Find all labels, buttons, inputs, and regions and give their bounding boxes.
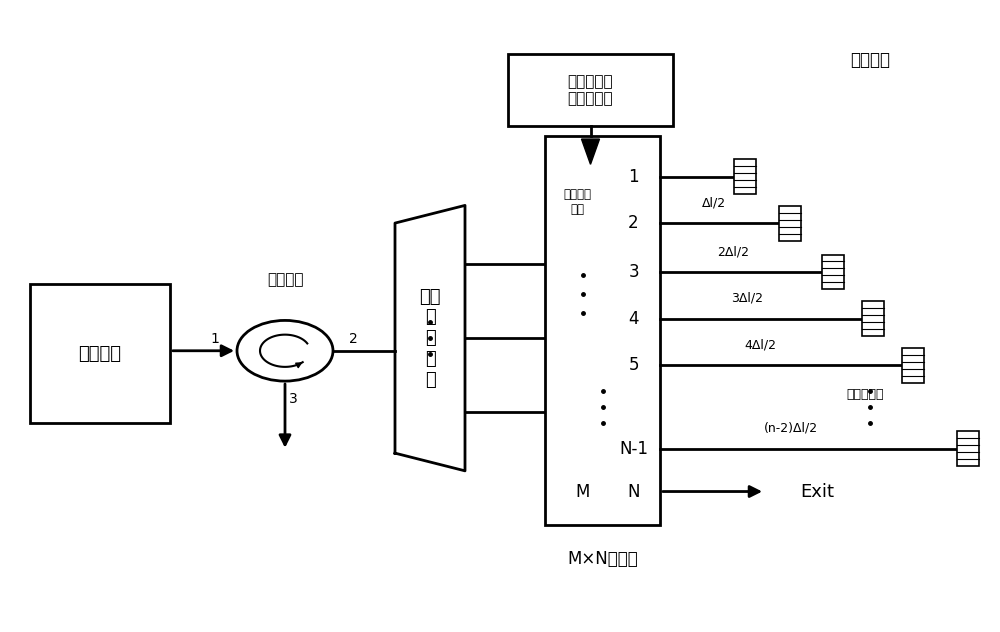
Text: 4Δl/2: 4Δl/2 bbox=[745, 338, 777, 351]
Text: 4: 4 bbox=[628, 310, 639, 327]
Text: 2: 2 bbox=[349, 332, 357, 346]
Text: 波长选择与
路由控制器: 波长选择与 路由控制器 bbox=[568, 74, 613, 106]
Text: M×N光开光: M×N光开光 bbox=[567, 550, 638, 568]
Bar bbox=[779, 206, 801, 241]
Bar bbox=[862, 301, 884, 336]
Bar bbox=[30, 284, 170, 423]
Text: N: N bbox=[627, 482, 640, 501]
Text: 2Δl/2: 2Δl/2 bbox=[717, 245, 749, 258]
Text: Exit: Exit bbox=[800, 482, 834, 501]
Bar bbox=[508, 54, 673, 126]
Text: 电路控制
端口: 电路控制 端口 bbox=[563, 188, 591, 216]
Text: 3: 3 bbox=[289, 392, 297, 406]
Text: 2: 2 bbox=[628, 214, 639, 233]
Text: 3: 3 bbox=[628, 263, 639, 281]
Text: N-1: N-1 bbox=[619, 440, 648, 458]
Text: 光纤延迟线: 光纤延迟线 bbox=[846, 389, 884, 401]
Text: 3Δl/2: 3Δl/2 bbox=[731, 291, 763, 305]
Bar bbox=[734, 159, 756, 194]
Text: 5: 5 bbox=[628, 356, 639, 374]
Bar bbox=[545, 136, 660, 525]
Text: 光环形器: 光环形器 bbox=[267, 272, 303, 287]
Bar bbox=[822, 255, 844, 289]
Polygon shape bbox=[395, 205, 465, 471]
Text: Δl/2: Δl/2 bbox=[702, 197, 726, 209]
Text: 宽带光源: 宽带光源 bbox=[78, 345, 122, 363]
Bar bbox=[957, 432, 979, 466]
Text: 1: 1 bbox=[211, 332, 219, 346]
Text: 光反射镜: 光反射镜 bbox=[850, 51, 890, 69]
Text: 阵列
波
导
光
栏: 阵列 波 导 光 栏 bbox=[419, 288, 441, 389]
Polygon shape bbox=[582, 139, 600, 164]
Text: (n-2)Δl/2: (n-2)Δl/2 bbox=[764, 422, 818, 435]
Bar bbox=[902, 348, 924, 382]
Text: M: M bbox=[576, 482, 590, 501]
Text: 1: 1 bbox=[628, 167, 639, 186]
